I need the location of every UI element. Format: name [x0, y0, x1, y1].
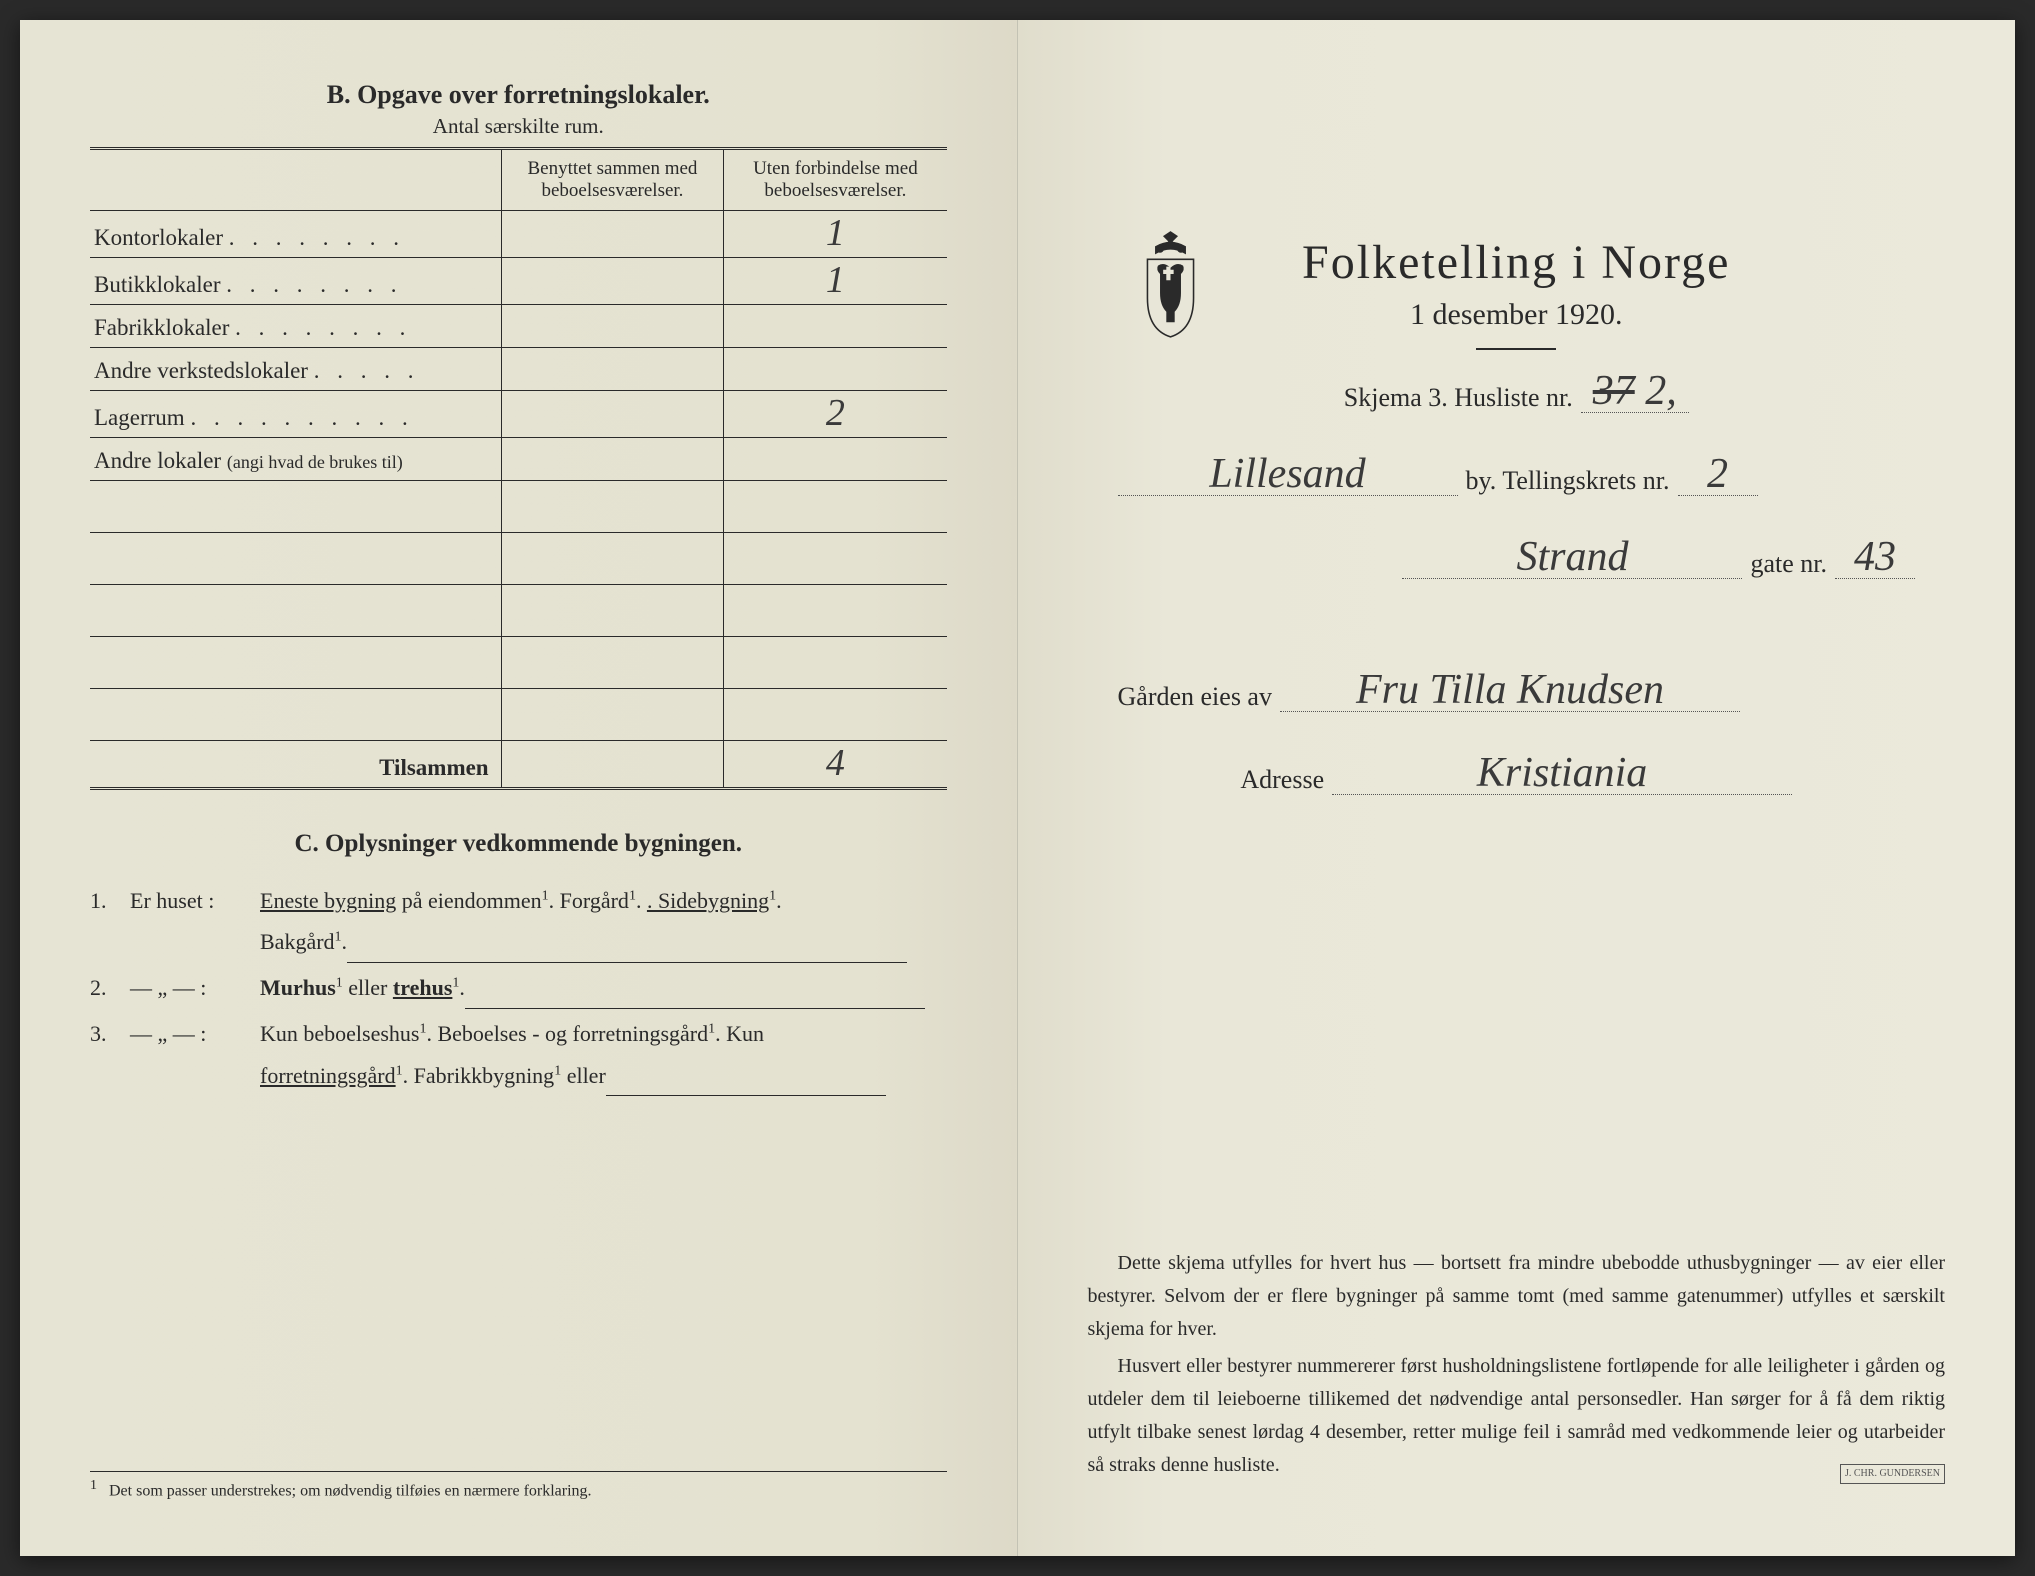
owner-value: Fru Tilla Knudsen — [1280, 669, 1740, 712]
cell-v1 — [501, 305, 724, 348]
section-c-item-2: 2. — „ — : Murhus1 eller trehus1. — [90, 967, 947, 1009]
cell-v1 — [501, 438, 724, 481]
table-row: Fabrikklokaler . . . . . . . . — [90, 305, 947, 348]
krets-value: 2 — [1678, 453, 1758, 496]
gate-value: Strand — [1402, 536, 1742, 579]
table-row: Kontorlokaler . . . . . . . . 1 — [90, 211, 947, 258]
instruction-p2: Husvert eller bestyrer nummererer først … — [1088, 1350, 1946, 1482]
census-document: B. Opgave over forretningslokaler. Antal… — [20, 20, 2015, 1556]
total-v1 — [501, 741, 724, 789]
table-row: Butikklokaler . . . . . . . . 1 — [90, 258, 947, 305]
cell-v1 — [501, 391, 724, 438]
table-row: Andre verkstedslokaler . . . . . — [90, 348, 947, 391]
blank-row — [90, 585, 947, 637]
total-row: Tilsammen 4 — [90, 741, 947, 789]
blank-row — [90, 481, 947, 533]
section-c-item-3: 3. — „ — : Kun beboelseshus1. Beboelses … — [90, 1013, 947, 1097]
by-value: Lillesand — [1118, 453, 1458, 496]
printer-mark: J. CHR. GUNDERSEN — [1840, 1464, 1945, 1485]
section-c-item-1: 1. Er huset : Eneste bygning på eiendomm… — [90, 880, 947, 964]
title-rule — [1476, 348, 1556, 350]
table-row: Lagerrum . . . . . . . . . . 2 — [90, 391, 947, 438]
section-c-title: C. Oplysninger vedkommende bygningen. — [90, 820, 947, 868]
row-label: Andre verkstedslokaler . . . . . — [90, 348, 501, 391]
section-b-title: B. Opgave over forretningslokaler. — [90, 80, 947, 110]
cell-v2 — [724, 305, 947, 348]
cell-v1 — [501, 258, 724, 305]
blank-row — [90, 637, 947, 689]
cell-v2: 2 — [724, 391, 947, 438]
blank-row — [90, 689, 947, 741]
premises-table: Benyttet sammen med beboelsesværelser. U… — [90, 147, 947, 790]
blank-row — [90, 533, 947, 585]
row-label: Butikklokaler . . . . . . . . — [90, 258, 501, 305]
col-header-1: Benyttet sammen med beboelsesværelser. — [501, 149, 724, 211]
by-line: Lillesand by. Tellingskrets nr. 2 — [1118, 453, 1916, 496]
right-page: Folketelling i Norge 1 desember 1920. Sk… — [1018, 20, 2016, 1556]
row-label: Fabrikklokaler . . . . . . . . — [90, 305, 501, 348]
main-title: Folketelling i Norge — [1088, 235, 1946, 290]
husliste-value: 37 2, — [1581, 370, 1689, 413]
table-row: Andre lokaler (angi hvad de brukes til) — [90, 438, 947, 481]
owner-block: Gården eies av Fru Tilla Knudsen Adresse… — [1088, 669, 1946, 795]
col-header-2: Uten forbindelse med beboelsesværelser. — [724, 149, 947, 211]
husliste-line: Skjema 3. Husliste nr. 37 2, — [1088, 370, 1946, 413]
row-label: Lagerrum . . . . . . . . . . — [90, 391, 501, 438]
cell-v2 — [724, 438, 947, 481]
total-label: Tilsammen — [90, 741, 501, 789]
address-value: Kristiania — [1332, 752, 1792, 795]
cell-v2: 1 — [724, 258, 947, 305]
total-v2: 4 — [724, 741, 947, 789]
cell-v1 — [501, 348, 724, 391]
section-b-subtitle: Antal særskilte rum. — [90, 114, 947, 139]
left-page: B. Opgave over forretningslokaler. Antal… — [20, 20, 1018, 1556]
cell-v1 — [501, 211, 724, 258]
instruction-p1: Dette skjema utfylles for hvert hus — bo… — [1088, 1247, 1946, 1346]
owner-line: Gården eies av Fru Tilla Knudsen — [1118, 669, 1916, 712]
row-label: Andre lokaler (angi hvad de brukes til) — [90, 438, 501, 481]
footnote: 1 Det som passer understrekes; om nødven… — [90, 1471, 947, 1500]
gate-line: Strand gate nr. 43 — [1118, 536, 1916, 579]
instructions: Dette skjema utfylles for hvert hus — bo… — [1088, 1247, 1946, 1486]
coat-of-arms-icon — [1128, 230, 1213, 340]
location-block: Lillesand by. Tellingskrets nr. 2 Strand… — [1088, 453, 1946, 579]
address-line: Adresse Kristiania — [1118, 752, 1916, 795]
gate-nr-value: 43 — [1835, 536, 1915, 579]
section-c: C. Oplysninger vedkommende bygningen. 1.… — [90, 820, 947, 1096]
row-label: Kontorlokaler . . . . . . . . — [90, 211, 501, 258]
main-date: 1 desember 1920. — [1088, 298, 1946, 332]
cell-v2: 1 — [724, 211, 947, 258]
cell-v2 — [724, 348, 947, 391]
